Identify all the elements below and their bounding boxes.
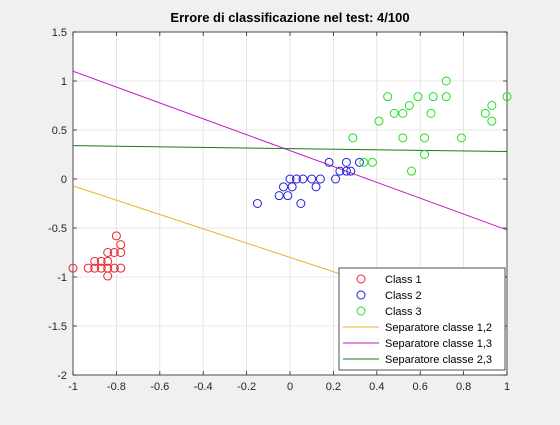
data-point-class-3 <box>426 108 436 118</box>
legend-label: Separatore classe 1,2 <box>385 322 492 334</box>
data-point-class-1 <box>111 231 121 241</box>
data-point-class-2 <box>324 157 334 167</box>
legend-label: Class 1 <box>385 274 422 286</box>
x-tick-label: -0.4 <box>194 381 213 393</box>
data-point-class-2 <box>287 182 297 192</box>
data-point-class-1 <box>103 256 113 266</box>
data-point-class-2 <box>341 166 351 176</box>
y-tick-label: 0 <box>61 174 67 186</box>
x-tick-label: 0.2 <box>326 381 341 393</box>
data-point-class-3 <box>441 76 451 86</box>
y-tick-label: 1.5 <box>52 27 67 39</box>
data-point-class-1 <box>109 263 119 273</box>
data-point-class-2 <box>315 174 325 184</box>
y-tick-label: 0.5 <box>52 125 67 137</box>
data-point-class-3 <box>502 92 512 102</box>
legend-marker-swatch <box>356 306 366 316</box>
y-tick-label: -1.5 <box>48 321 67 333</box>
data-point-class-1 <box>96 263 106 273</box>
separator-line-5 <box>72 70 508 231</box>
data-point-class-3 <box>407 166 417 176</box>
data-point-class-3 <box>487 101 497 110</box>
data-point-class-2 <box>346 166 356 176</box>
data-point-class-3 <box>487 116 497 126</box>
data-point-class-1 <box>116 240 126 250</box>
x-axis-ticks: -1 -0.8 -0.6 -0.4 -0.2 0 0.2 0.4 0.6 0.8 1 <box>68 32 510 393</box>
x-tick-label: -0.8 <box>107 381 126 393</box>
data-point-class-1 <box>90 256 100 266</box>
legend-box <box>338 267 506 371</box>
separator-line-6 <box>72 145 508 153</box>
data-point-class-3 <box>359 157 369 167</box>
data-point-class-3 <box>398 133 408 143</box>
data-point-class-1 <box>96 256 106 266</box>
data-point-class-1 <box>68 263 78 273</box>
legend-label: Separatore classe 1,3 <box>385 338 492 350</box>
x-tick-label: -0.6 <box>150 381 169 393</box>
data-point-class-3 <box>480 108 490 118</box>
data-point-class-2 <box>252 199 262 208</box>
data-point-class-3 <box>441 92 451 102</box>
x-tick-label: 0.8 <box>456 381 471 393</box>
data-point-class-2 <box>354 157 364 167</box>
data-point-class-3 <box>374 116 384 126</box>
y-tick-label: -0.5 <box>48 223 67 235</box>
y-tick-label: -1 <box>57 272 67 284</box>
data-point-class-3 <box>383 92 393 102</box>
legend-label: Class 2 <box>385 290 422 302</box>
data-point-class-2 <box>292 174 302 184</box>
data-point-class-1 <box>103 271 113 281</box>
data-point-class-2 <box>278 182 288 192</box>
data-point-class-1 <box>83 263 93 273</box>
data-point-class-2 <box>311 182 321 192</box>
data-point-class-2 <box>341 157 351 167</box>
chart-title: Errore di classificazione nel test: 4/10… <box>170 10 409 25</box>
data-point-class-1 <box>116 263 126 273</box>
legend-marker-swatch <box>356 274 366 284</box>
data-point-class-2 <box>296 199 306 208</box>
data-point-class-3 <box>456 133 466 143</box>
data-point-class-3 <box>389 108 399 118</box>
legend-label: Class 3 <box>385 306 422 318</box>
legend-label: Separatore classe 2,3 <box>385 354 492 366</box>
data-point-class-3 <box>413 92 423 102</box>
data-point-class-2 <box>307 174 317 184</box>
data-point-class-2 <box>283 191 293 201</box>
data-point-class-3 <box>420 133 430 143</box>
x-tick-label: 1 <box>504 381 510 393</box>
data-point-class-3 <box>367 157 377 167</box>
data-point-class-2 <box>331 174 341 184</box>
data-point-class-3 <box>348 133 358 143</box>
data-point-class-1 <box>109 248 119 257</box>
data-point-class-2 <box>274 191 284 201</box>
data-point-class-3 <box>428 92 438 102</box>
data-point-class-2 <box>298 174 308 184</box>
data-point-class-3 <box>398 108 408 118</box>
data-point-class-3 <box>404 101 414 110</box>
x-tick-label: 0.4 <box>369 381 384 393</box>
legend: Class 1 Class 2 Class 3 Separatore classe 1… <box>338 267 506 371</box>
y-tick-label: 1 <box>61 76 67 88</box>
data-point-class-1 <box>90 263 100 273</box>
data-point-class-2 <box>335 166 345 176</box>
y-axis-ticks: -2 -1.5 -1 -0.5 0 0.5 1 1.5 <box>48 27 507 382</box>
data-point-class-3 <box>420 150 430 159</box>
y-tick-label: -2 <box>57 370 67 382</box>
x-tick-label: 0.6 <box>413 381 428 393</box>
x-tick-label: 0 <box>287 381 293 393</box>
legend-marker-swatch <box>356 290 366 300</box>
x-tick-label: -1 <box>68 381 78 393</box>
scatter-points <box>68 76 512 281</box>
x-tick-label: -0.2 <box>237 381 256 393</box>
data-point-class-1 <box>103 248 113 257</box>
